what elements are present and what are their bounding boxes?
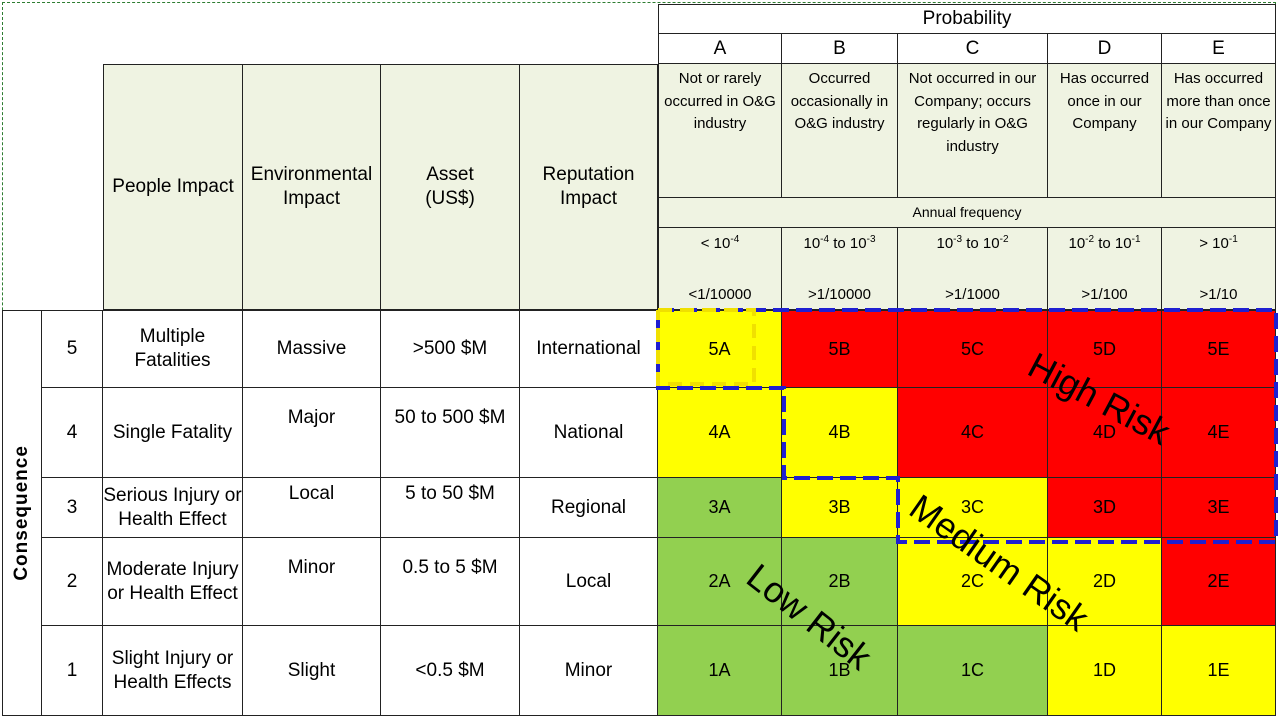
freq-base-e: > 10 xyxy=(1199,235,1229,252)
env-3: Local xyxy=(243,478,381,538)
column-desc-a: Not or rarely occurred in O&G industry xyxy=(658,64,782,198)
asset-4: 50 to 500 $M xyxy=(381,388,520,478)
header-environmental-impact: Environmental Impact xyxy=(243,64,381,310)
column-desc-c: Not occurred in our Company; occurs regu… xyxy=(898,64,1048,198)
frequency-b: 10-4 to 10-3 >1/10000 xyxy=(782,228,898,310)
risk-cell-2e: 2E xyxy=(1162,538,1276,626)
freq-base-b: 10 xyxy=(803,235,821,252)
ratio-a: <1/10000 xyxy=(688,286,752,304)
level-3: 3 xyxy=(42,478,103,538)
consequence-label: Consequence xyxy=(11,445,33,581)
freq-exp2-c: -2 xyxy=(999,234,1009,245)
risk-cell-3e: 3E xyxy=(1162,478,1276,538)
risk-cell-5b: 5B xyxy=(782,310,898,388)
freq-base-a: < 10 xyxy=(700,235,731,252)
risk-cell-1d: 1D xyxy=(1048,626,1162,716)
asset-1: <0.5 $M xyxy=(381,626,520,716)
people-2: Moderate Injury or Health Effect xyxy=(103,538,243,626)
frequency-a: < 10-4 <1/10000 xyxy=(658,228,782,310)
risk-cell-1a: 1A xyxy=(658,626,782,716)
risk-cell-4a: 4A xyxy=(658,388,782,478)
asset-3: 5 to 50 $M xyxy=(381,478,520,538)
rep-4: National xyxy=(520,388,658,478)
risk-cell-2b: 2B xyxy=(782,538,898,626)
risk-cell-2a: 2A xyxy=(658,538,782,626)
column-desc-b: Occurred occasionally in O&G industry xyxy=(782,64,898,198)
env-4: Major xyxy=(243,388,381,478)
ratio-b: >1/10000 xyxy=(808,286,871,304)
asset-2: 0.5 to 5 $M xyxy=(381,538,520,626)
env-1: Slight xyxy=(243,626,381,716)
ratio-c: >1/1000 xyxy=(945,286,1000,304)
freq-to-d: to 10 xyxy=(1094,235,1132,252)
risk-cell-5a: 5A xyxy=(658,310,782,388)
rep-2: Local xyxy=(520,538,658,626)
freq-base-c: 10 xyxy=(936,235,954,252)
risk-cell-1e: 1E xyxy=(1162,626,1276,716)
freq-exp-a: -4 xyxy=(730,234,740,245)
header-reputation-impact: Reputation Impact xyxy=(520,64,658,310)
annual-frequency-label: Annual frequency xyxy=(658,198,1276,228)
column-letter-c: C xyxy=(898,34,1048,64)
column-desc-d: Has occurred once in our Company xyxy=(1048,64,1162,198)
people-1: Slight Injury or Health Effects xyxy=(103,626,243,716)
column-letter-b: B xyxy=(782,34,898,64)
freq-to-b: to 10 xyxy=(829,235,867,252)
freq-exp-d: -2 xyxy=(1085,234,1095,245)
frequency-d: 10-2 to 10-1 >1/100 xyxy=(1048,228,1162,310)
risk-cell-4b: 4B xyxy=(782,388,898,478)
column-letter-e: E xyxy=(1162,34,1276,64)
column-desc-e: Has occurred more than once in our Compa… xyxy=(1162,64,1276,198)
people-5: Multiple Fatalities xyxy=(103,310,243,388)
risk-cell-2d: 2D xyxy=(1048,538,1162,626)
risk-cell-4c: 4C xyxy=(898,388,1048,478)
freq-exp-e: -1 xyxy=(1228,234,1238,245)
level-5: 5 xyxy=(42,310,103,388)
frequency-c: 10-3 to 10-2 >1/1000 xyxy=(898,228,1048,310)
people-3: Serious Injury or Health Effect xyxy=(103,478,243,538)
rep-3: Regional xyxy=(520,478,658,538)
column-letter-a: A xyxy=(658,34,782,64)
ratio-d: >1/100 xyxy=(1081,286,1128,304)
ratio-e: >1/10 xyxy=(1199,286,1238,304)
rep-5: International xyxy=(520,310,658,388)
level-4: 4 xyxy=(42,388,103,478)
people-4: Single Fatality xyxy=(103,388,243,478)
freq-base-d: 10 xyxy=(1068,235,1086,252)
freq-exp2-b: -3 xyxy=(866,234,876,245)
freq-exp-b: -4 xyxy=(820,234,830,245)
env-5: Massive xyxy=(243,310,381,388)
frequency-e: > 10-1 >1/10 xyxy=(1162,228,1276,310)
risk-cell-1c: 1C xyxy=(898,626,1048,716)
asset-5: >500 $M xyxy=(381,310,520,388)
risk-cell-5e: 5E xyxy=(1162,310,1276,388)
freq-to-c: to 10 xyxy=(962,235,1000,252)
consequence-axis: Consequence xyxy=(2,310,42,716)
freq-exp2-d: -1 xyxy=(1131,234,1141,245)
risk-cell-2c: 2C xyxy=(898,538,1048,626)
risk-cell-3d: 3D xyxy=(1048,478,1162,538)
risk-cell-1b: 1B xyxy=(782,626,898,716)
level-1: 1 xyxy=(42,626,103,716)
freq-exp-c: -3 xyxy=(953,234,963,245)
column-letter-d: D xyxy=(1048,34,1162,64)
header-people-impact: People Impact xyxy=(103,64,243,310)
env-2: Minor xyxy=(243,538,381,626)
risk-cell-3a: 3A xyxy=(658,478,782,538)
header-asset: Asset (US$) xyxy=(381,64,520,310)
probability-title: Probability xyxy=(658,4,1276,34)
rep-1: Minor xyxy=(520,626,658,716)
risk-cell-3b: 3B xyxy=(782,478,898,538)
risk-cell-4e: 4E xyxy=(1162,388,1276,478)
level-2: 2 xyxy=(42,538,103,626)
